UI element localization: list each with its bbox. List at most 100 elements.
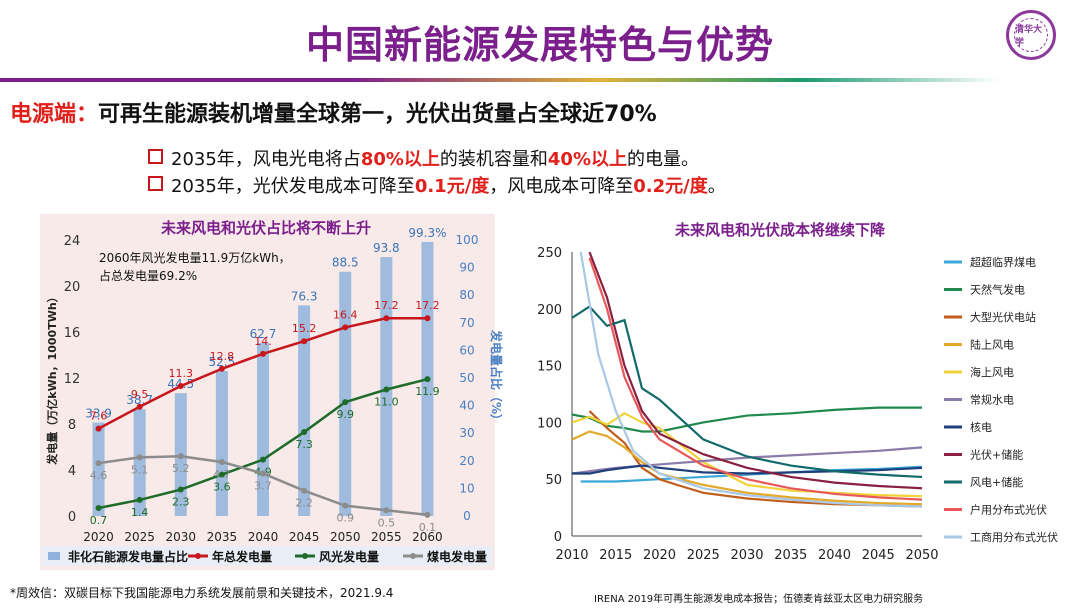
legend-label: 工商用分布式光伏 <box>970 530 1058 544</box>
legend-label: 风光发电量 <box>319 549 379 564</box>
x-tick-label: 2020 <box>643 548 676 563</box>
line-data-label: 1.4 <box>131 506 149 519</box>
line-data-label: 0.9 <box>336 512 354 525</box>
series-point <box>424 376 431 383</box>
x-tick-label: 2045 <box>862 548 895 563</box>
cost-series-line <box>572 305 922 479</box>
y-left-tick-label: 20 <box>64 280 81 295</box>
line-data-label: 0.5 <box>378 516 396 529</box>
series-point <box>383 386 390 393</box>
series-point <box>260 470 266 477</box>
line-data-label: 9.9 <box>336 408 354 421</box>
series-point <box>177 486 184 493</box>
bar-data-label: 33.9 <box>85 406 112 420</box>
y-left-axis-title: 发电量（万亿kWh，1000TWh） <box>45 291 59 465</box>
y-left-tick-label: 8 <box>68 418 76 433</box>
cost-series-line <box>572 406 922 433</box>
line-data-label: 2.3 <box>172 496 190 509</box>
series-point <box>136 496 143 503</box>
y-right-tick-label: 50 <box>459 371 474 385</box>
share-bar <box>92 422 105 516</box>
line-data-label: 5.2 <box>172 462 190 475</box>
series-point <box>383 507 390 514</box>
legend-marker <box>410 553 416 559</box>
x-tick-label: 2035 <box>207 530 238 544</box>
x-tick-label: 2050 <box>905 548 938 563</box>
series-point <box>383 315 390 322</box>
share-bar <box>298 305 311 516</box>
legend-label: 年总发电量 <box>212 549 272 564</box>
x-tick-label: 2060 <box>412 530 443 544</box>
legend-label: 海上风电 <box>970 365 1014 379</box>
x-tick-label: 2030 <box>166 530 197 544</box>
y-right-tick-label: 60 <box>459 343 474 357</box>
bullet-emphasis: 80%以上 <box>360 149 440 170</box>
line-data-label: 2.2 <box>295 497 313 510</box>
line-data-label: 16.4 <box>333 308 358 321</box>
x-tick-label: 2050 <box>330 530 361 544</box>
bullet-item: 2035年，光伏发电成本可降至0.1元/度，风电成本可降至0.2元/度。 <box>148 173 726 200</box>
series-point <box>424 511 431 518</box>
legend-marker <box>302 553 308 559</box>
series-point <box>177 383 184 390</box>
legend-swatch <box>48 552 60 560</box>
x-tick-label: 2010 <box>555 548 588 563</box>
y-right-tick-label: 10 <box>459 481 474 495</box>
chart-annotation: 2060年风光发电量11.9万亿kWh， <box>99 250 291 265</box>
y-tick-label: 0 <box>554 530 562 545</box>
subheading: 电源端：可再生能源装机增量全球第一，光伏出货量占全球近70% <box>10 96 657 128</box>
x-tick-label: 2030 <box>730 548 763 563</box>
legend-label: 大型光伏电站 <box>970 310 1036 324</box>
chart-annotation: 占总发电量69.2% <box>99 268 197 283</box>
line-data-label: 7.6 <box>90 410 108 423</box>
legend-label: 核电 <box>970 420 992 434</box>
legend-label: 超超临界煤电 <box>970 255 1036 269</box>
y-tick-label: 150 <box>537 360 562 375</box>
cost-series-line <box>588 252 922 490</box>
x-tick-label: 2040 <box>818 548 851 563</box>
x-tick-label: 2035 <box>774 548 807 563</box>
line-data-label: 9.5 <box>131 388 149 401</box>
x-tick-label: 2025 <box>687 548 720 563</box>
series-point <box>177 453 184 460</box>
bullet-list: 2035年，风电光电将占80%以上的装机容量和40%以上的电量。 2035年，光… <box>148 146 726 200</box>
line-data-label: 4.7 <box>213 468 231 481</box>
series-point <box>218 471 225 478</box>
series-point <box>342 502 349 509</box>
x-tick-label: 2055 <box>371 530 402 544</box>
line-data-label: 5.1 <box>131 463 149 476</box>
legend-marker <box>195 553 201 559</box>
bullet-text: 的电量。 <box>627 149 699 170</box>
x-tick-label: 2025 <box>124 530 155 544</box>
x-tick-label: 2045 <box>289 530 320 544</box>
x-tick-label: 2015 <box>599 548 632 563</box>
series-point <box>342 399 349 406</box>
series-point <box>342 324 349 331</box>
series-point <box>136 403 143 410</box>
line-data-label: 11.3 <box>169 367 194 380</box>
y-right-axis-title: 发电量占比（%） <box>489 329 504 426</box>
bullet-emphasis: 40%以上 <box>547 149 627 170</box>
legend-label: 陆上风电 <box>970 338 1014 352</box>
bar-data-label: 88.5 <box>332 256 359 270</box>
share-bar <box>215 371 228 516</box>
square-bullet-icon <box>148 176 163 191</box>
y-left-tick-label: 4 <box>68 464 76 479</box>
y-left-tick-label: 24 <box>64 234 81 249</box>
y-tick-label: 200 <box>537 303 562 318</box>
cost-series-line <box>588 257 922 501</box>
chart-title: 未来风电和光伏占比将不断上升 <box>160 219 371 237</box>
line-data-label: 11.9 <box>415 385 440 398</box>
y-right-tick-label: 80 <box>459 288 474 302</box>
cost-series-line <box>572 412 922 498</box>
bullet-text: 的装机容量和 <box>439 149 548 170</box>
series-point <box>301 429 308 436</box>
legend-label: 风电+储能 <box>970 475 1023 489</box>
bar-data-label: 62.7 <box>250 327 277 341</box>
series-point <box>95 504 102 511</box>
series-point <box>95 425 102 432</box>
y-left-tick-label: 16 <box>64 326 81 341</box>
footnote-source-left: *周效信：双碳目标下我国能源电力系统发展前景和关键技术，2021.9.4 <box>10 586 394 600</box>
line-data-label: 17.2 <box>374 299 399 312</box>
